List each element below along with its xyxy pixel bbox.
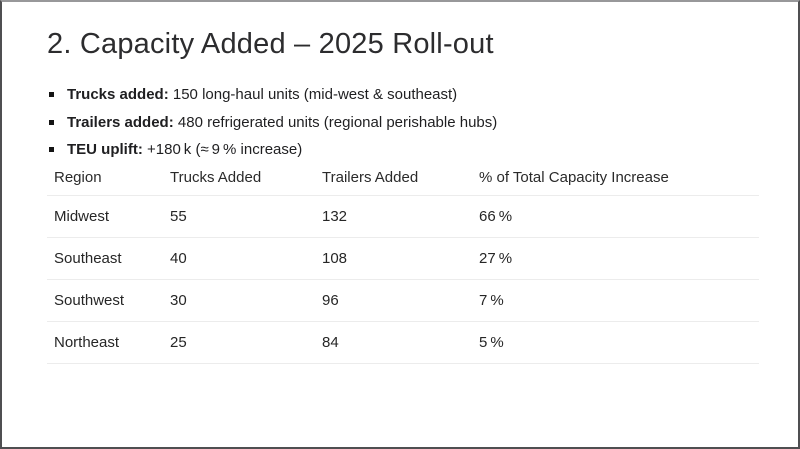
table-row-southwest: Southwest 30 96 7 %: [47, 279, 759, 322]
cell-percent: 66 %: [472, 195, 759, 238]
bullet-text: Trailers added: 480 refrigerated units (…: [67, 114, 497, 131]
cell-trucks: 30: [163, 279, 315, 322]
bullet-label: TEU uplift:: [67, 141, 143, 159]
bullet-value: 480 refrigerated units (regional perisha…: [173, 113, 498, 131]
table-row-southeast: Southeast 40 108 27 %: [47, 237, 759, 280]
bullet-label: Trucks added:: [67, 86, 169, 104]
bullet-item-trailers: Trailers added: 480 refrigerated units (…: [47, 109, 753, 137]
cell-region: Southwest: [47, 279, 163, 322]
cell-trailers: 132: [315, 195, 472, 238]
cell-trailers: 108: [315, 237, 472, 280]
bullet-square-icon: [49, 92, 54, 98]
table-row-midwest: Midwest 55 132 66 %: [47, 195, 759, 238]
cell-region: Northeast: [47, 321, 163, 364]
table-header-row: Region Trucks Added Trailers Added % of …: [47, 164, 759, 196]
bullet-square-icon: [49, 119, 54, 125]
cell-trucks: 25: [163, 321, 315, 364]
cell-region: Midwest: [47, 195, 163, 238]
bullet-list: Trucks added: 150 long-haul units (mid-w…: [47, 81, 753, 164]
cell-trailers: 84: [315, 321, 472, 364]
capacity-table: Region Trucks Added Trailers Added % of …: [47, 164, 759, 364]
column-header-percent: % of Total Capacity Increase: [472, 164, 759, 196]
column-header-trailers: Trailers Added: [315, 164, 472, 196]
bullet-value: 150 long-haul units (mid-west & southeas…: [168, 86, 458, 104]
cell-percent: 7 %: [472, 279, 759, 322]
bullet-square-icon: [49, 147, 54, 153]
cell-trailers: 96: [315, 279, 472, 322]
bullet-value: +180 k (≈ 9 % increase): [142, 141, 303, 159]
bullet-item-teu: TEU uplift: +180 k (≈ 9 % increase): [47, 136, 753, 164]
cell-percent: 5 %: [472, 321, 759, 364]
page-title: 2. Capacity Added – 2025 Roll-out: [47, 28, 494, 60]
bullet-item-trucks: Trucks added: 150 long-haul units (mid-w…: [47, 81, 753, 109]
cell-region: Southeast: [47, 237, 163, 280]
bullet-label: Trailers added:: [67, 113, 174, 131]
bullet-text: Trucks added: 150 long-haul units (mid-w…: [67, 86, 457, 103]
cell-trucks: 55: [163, 195, 315, 238]
cell-trucks: 40: [163, 237, 315, 280]
column-header-region: Region: [47, 164, 163, 196]
column-header-trucks: Trucks Added: [163, 164, 315, 196]
table-row-northeast: Northeast 25 84 5 %: [47, 321, 759, 364]
bullet-text: TEU uplift: +180 k (≈ 9 % increase): [67, 141, 302, 158]
cell-percent: 27 %: [472, 237, 759, 280]
